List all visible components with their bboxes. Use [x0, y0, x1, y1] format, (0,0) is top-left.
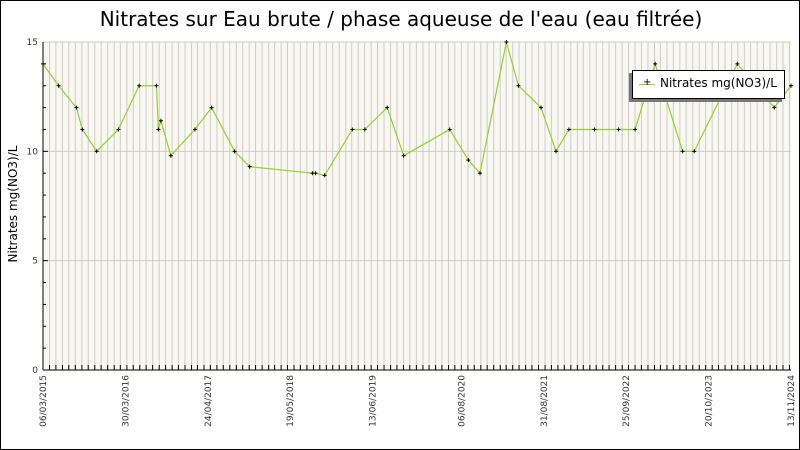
data-point — [772, 105, 777, 110]
data-point — [692, 149, 697, 154]
data-point — [466, 158, 471, 163]
y-tick-label: 0 — [32, 366, 38, 376]
data-point — [566, 127, 571, 132]
legend-label: Nitrates mg(NO3)/L — [660, 76, 777, 90]
x-tick-label: 24/04/2017 — [204, 375, 214, 427]
data-point — [154, 83, 159, 88]
data-point — [116, 127, 121, 132]
x-tick-label: 13/06/2019 — [369, 375, 379, 427]
data-point — [504, 40, 509, 44]
legend-line-swatch — [639, 84, 655, 85]
data-point — [516, 83, 521, 88]
x-tick-label: 20/10/2023 — [705, 375, 715, 427]
data-point — [350, 127, 355, 132]
data-point — [94, 149, 99, 154]
y-tick-label: 15 — [27, 38, 38, 48]
data-point — [80, 127, 85, 132]
data-point — [385, 105, 390, 110]
data-point — [168, 153, 173, 158]
data-point — [592, 127, 597, 132]
data-point — [362, 127, 367, 132]
data-point — [41, 61, 45, 66]
data-point — [56, 83, 61, 88]
data-point — [74, 105, 79, 110]
data-point — [156, 127, 161, 132]
data-point — [735, 61, 740, 66]
data-point — [616, 127, 621, 132]
data-point — [680, 149, 685, 154]
data-point — [232, 149, 237, 154]
data-point — [192, 127, 197, 132]
data-point — [447, 127, 452, 132]
data-point — [158, 118, 163, 123]
legend: + Nitrates mg(NO3)/L — [632, 70, 785, 99]
legend-marker-icon: + — [643, 77, 652, 88]
data-point — [554, 149, 559, 154]
data-point — [247, 164, 252, 169]
data-point — [137, 83, 142, 88]
x-tick-label: 31/08/2021 — [540, 375, 550, 427]
x-tick-label: 25/09/2022 — [622, 375, 632, 427]
data-point — [653, 61, 658, 66]
data-point — [401, 153, 406, 158]
x-tick-label: 13/11/2024 — [787, 375, 797, 427]
chart-title: Nitrates sur Eau brute / phase aqueuse d… — [99, 7, 703, 31]
data-point — [539, 105, 544, 110]
data-point — [633, 127, 638, 132]
data-point — [209, 105, 214, 110]
x-tick-label: 19/05/2018 — [286, 375, 296, 427]
y-tick-label: 10 — [27, 147, 39, 157]
data-point — [477, 171, 482, 176]
x-tick-label: 06/08/2020 — [457, 375, 467, 427]
data-point — [322, 173, 327, 178]
data-point — [313, 171, 318, 176]
x-tick-label: 06/03/2015 — [39, 375, 49, 427]
x-tick-label: 30/03/2016 — [121, 375, 131, 427]
y-tick-label: 5 — [32, 257, 38, 267]
data-point — [789, 83, 793, 88]
